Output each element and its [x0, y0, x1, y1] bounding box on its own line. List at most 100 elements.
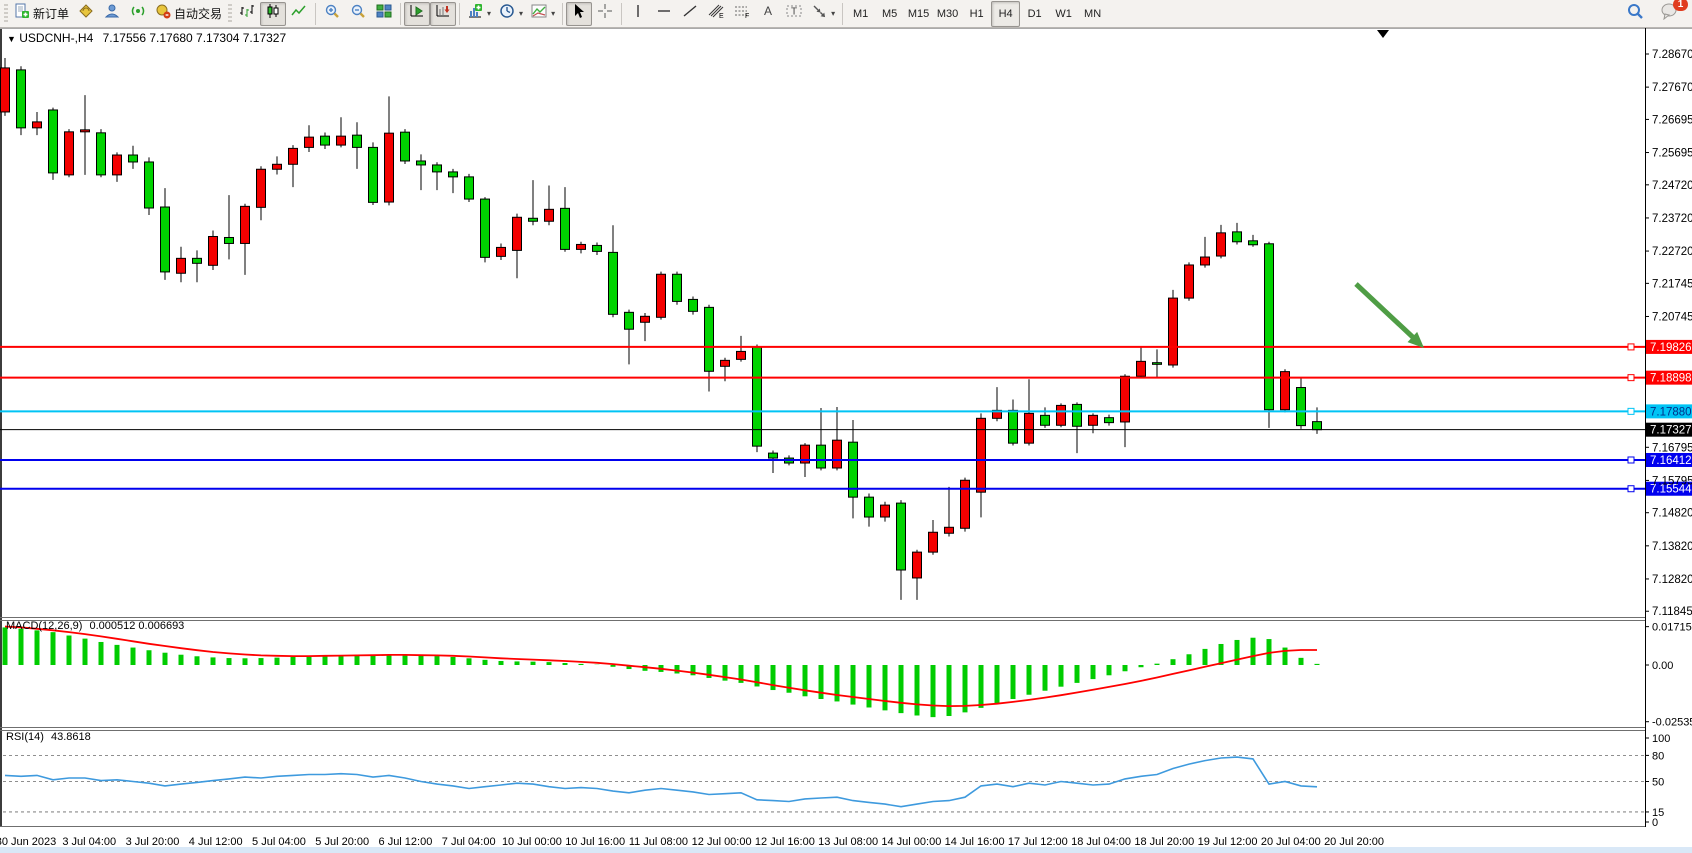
search-icon: [1626, 2, 1644, 25]
crosshair-button[interactable]: [592, 2, 618, 26]
timeframe-button-mn[interactable]: MN: [1084, 7, 1102, 20]
toolbar-separator: [842, 2, 844, 25]
svg-text:18 Jul 20:00: 18 Jul 20:00: [1134, 836, 1194, 848]
zoom-in-button[interactable]: [319, 2, 345, 26]
chevron-down-icon: ▾: [551, 9, 556, 18]
svg-text:6 Jul 12:00: 6 Jul 12:00: [379, 836, 433, 848]
add-indicator-icon: [467, 3, 483, 24]
svg-text:13 Jul 08:00: 13 Jul 08:00: [818, 836, 878, 848]
text-label-button[interactable]: T: [781, 2, 807, 26]
new-order-button[interactable]: 新订单: [10, 2, 73, 26]
indicator-layer: [2, 625, 1320, 808]
arrows-button[interactable]: ▾: [807, 2, 839, 26]
svg-text:3 Jul 20:00: 3 Jul 20:00: [126, 836, 180, 848]
fibonacci-button[interactable]: F: [729, 2, 755, 26]
svg-text:11 Jul 08:00: 11 Jul 08:00: [629, 836, 688, 848]
line-chart-icon: [291, 3, 307, 24]
notification-badge: 1: [1673, 0, 1688, 11]
shift-marker-icon: [1377, 30, 1389, 38]
new-order-icon: [14, 3, 30, 24]
objects-collapse-icon[interactable]: ▼: [7, 34, 16, 44]
toolbar-separator: [315, 2, 317, 25]
timeframe-button-h4[interactable]: H4: [991, 0, 1021, 27]
channel-icon: E: [707, 3, 725, 24]
text-label-icon: T: [785, 3, 803, 24]
search-button[interactable]: [1622, 2, 1648, 26]
chevron-down-icon: ▾: [519, 9, 524, 18]
chart-shift-button[interactable]: [430, 1, 457, 26]
svg-text:F: F: [745, 13, 749, 19]
cursor-button[interactable]: [566, 1, 593, 26]
timeframe-button-h1[interactable]: H1: [969, 7, 984, 20]
toolbar-grip: [228, 3, 233, 24]
horizontal-line-button[interactable]: [651, 2, 677, 26]
chart-ohlc-values: 7.17556 7.17680 7.17304 7.17327: [102, 31, 287, 45]
grid-layer: [0, 28, 1692, 853]
template-icon: [531, 3, 547, 24]
timeframe-button-w1[interactable]: W1: [1055, 7, 1072, 20]
svg-text:7.26695: 7.26695: [1652, 114, 1692, 126]
cursor-icon: [571, 3, 587, 24]
tile-windows-button[interactable]: [371, 2, 397, 26]
svg-text:7.11845: 7.11845: [1652, 606, 1692, 618]
auto-trading-button[interactable]: 自动交易: [151, 2, 226, 26]
svg-text:15: 15: [1652, 807, 1664, 819]
timeframe-button-m30[interactable]: M30: [936, 7, 959, 20]
svg-text:7.16412: 7.16412: [1650, 455, 1692, 467]
auto-scroll-button[interactable]: [404, 1, 431, 26]
svg-text:50: 50: [1652, 777, 1664, 789]
candlestick-chart-button[interactable]: [260, 1, 287, 26]
timeframe-button-m1[interactable]: M1: [852, 7, 869, 20]
signals-button[interactable]: [125, 2, 151, 26]
svg-text:7.13820: 7.13820: [1652, 541, 1692, 553]
candlestick-chart-icon: [265, 3, 281, 24]
equidistant-channel-button[interactable]: E: [703, 2, 729, 26]
svg-text:12 Jul 00:00: 12 Jul 00:00: [692, 836, 752, 848]
new-order-label: 新订单: [33, 7, 70, 21]
svg-text:A: A: [764, 4, 772, 18]
svg-text:7.21745: 7.21745: [1652, 278, 1692, 290]
svg-text:18 Jul 04:00: 18 Jul 04:00: [1071, 836, 1131, 848]
zoom-out-button[interactable]: [345, 2, 371, 26]
svg-text:E: E: [719, 13, 724, 19]
text-button[interactable]: A: [755, 2, 781, 26]
svg-text:10 Jul 00:00: 10 Jul 00:00: [502, 836, 562, 848]
down-arrow-head: [1407, 331, 1424, 348]
svg-text:7 Jul 04:00: 7 Jul 04:00: [442, 836, 496, 848]
chevron-down-icon: ▾: [831, 9, 836, 18]
indicators-button[interactable]: ▾: [463, 2, 495, 26]
bar-chart-button[interactable]: [234, 2, 260, 26]
chevron-down-icon: ▾: [487, 9, 492, 18]
timeframe-button-m5[interactable]: M5: [881, 7, 898, 20]
svg-text:7.22720: 7.22720: [1652, 246, 1692, 258]
line-chart-button[interactable]: [286, 2, 312, 26]
bucket-icon: [78, 3, 94, 24]
horizontal-line-icon: [656, 3, 672, 24]
svg-text:17 Jul 12:00: 17 Jul 12:00: [1008, 836, 1068, 848]
zoom-out-icon: [350, 3, 366, 24]
svg-text:10 Jul 16:00: 10 Jul 16:00: [565, 836, 625, 848]
rsi-indicator-label: RSI(14) 43.8618: [6, 731, 91, 743]
trendline-button[interactable]: [677, 2, 703, 26]
svg-text:0.00: 0.00: [1652, 660, 1673, 672]
toolbar-separator: [562, 2, 564, 25]
profile-button[interactable]: [99, 2, 125, 26]
candles-layer: [0, 57, 1322, 600]
svg-text:7.14820: 7.14820: [1652, 508, 1692, 520]
notifications-button[interactable]: 1: [1656, 0, 1688, 26]
svg-text:7.27670: 7.27670: [1652, 82, 1692, 94]
bar-chart-icon: [239, 3, 255, 24]
svg-text:0: 0: [1652, 817, 1658, 829]
styler-button[interactable]: [73, 2, 99, 26]
svg-text:12 Jul 16:00: 12 Jul 16:00: [755, 836, 815, 848]
svg-text:5 Jul 04:00: 5 Jul 04:00: [252, 836, 306, 848]
vertical-line-button[interactable]: [625, 2, 651, 26]
timeframe-button-d1[interactable]: D1: [1027, 7, 1042, 20]
templates-button[interactable]: ▾: [527, 2, 559, 26]
svg-text:7.28670: 7.28670: [1652, 49, 1692, 61]
periods-button[interactable]: ▾: [495, 2, 527, 26]
timeframe-button-m15[interactable]: M15: [907, 7, 930, 20]
toolbar-separator: [459, 2, 461, 25]
